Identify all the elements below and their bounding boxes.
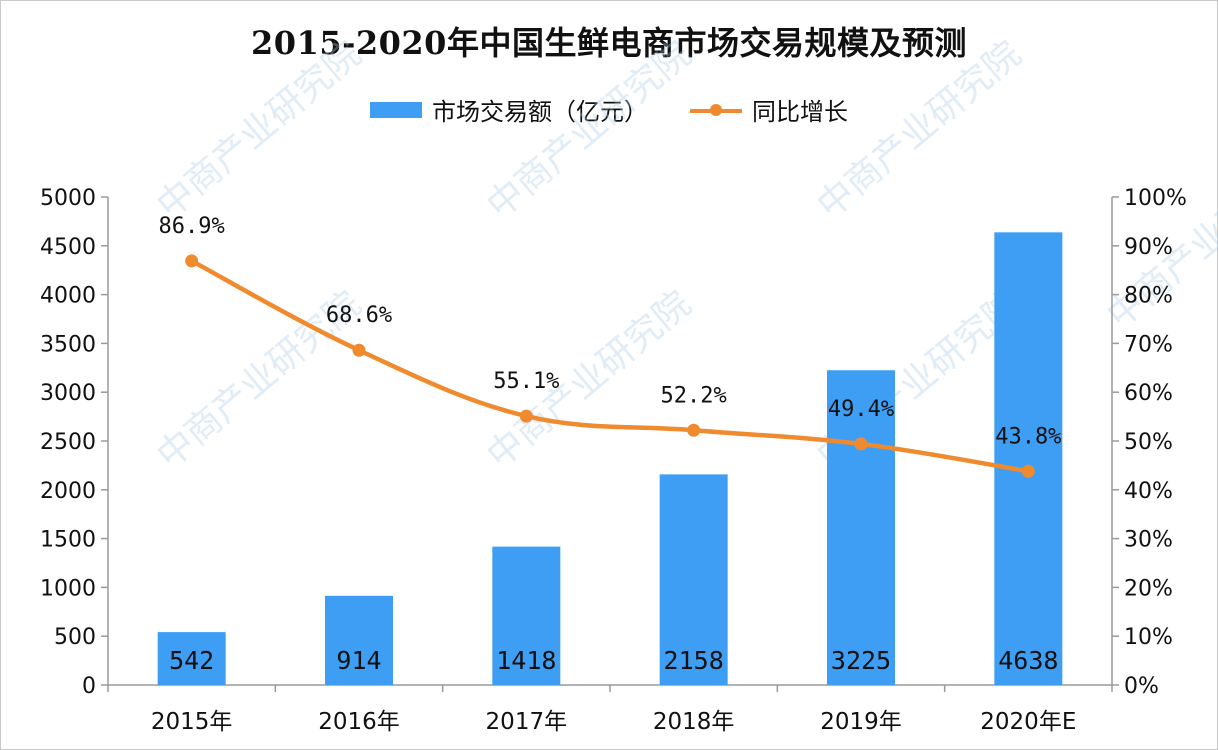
growth-value-label: 52.2% xyxy=(661,383,727,408)
growth-value-label: 68.6% xyxy=(326,303,392,328)
y-right-tick-label: 90% xyxy=(1124,235,1173,260)
legend-bar-label: 市场交易额（亿元） xyxy=(432,98,648,126)
y-left-tick-label: 2500 xyxy=(40,430,96,455)
watermark-text: 中商产业研究院 xyxy=(479,33,698,226)
growth-point xyxy=(352,343,366,357)
watermark-text: 中商产业研究院 xyxy=(809,33,1028,226)
bar-value-label: 4638 xyxy=(998,646,1058,675)
bar-value-label: 3225 xyxy=(831,646,891,675)
y-left-tick-label: 5000 xyxy=(40,186,96,211)
y-left-tick-label: 4500 xyxy=(40,235,96,260)
x-tick-label: 2015年 xyxy=(151,709,233,735)
growth-value-label: 43.8% xyxy=(995,424,1061,449)
y-right-tick-label: 20% xyxy=(1124,576,1173,601)
y-right-tick-label: 30% xyxy=(1124,528,1173,553)
growth-line xyxy=(189,258,1031,474)
y-left-tick-label: 3000 xyxy=(40,381,96,406)
growth-point xyxy=(687,423,701,437)
growth-point xyxy=(185,254,199,268)
x-tick-label: 2016年 xyxy=(318,709,400,735)
bar xyxy=(827,370,895,685)
x-tick-label: 2017年 xyxy=(486,709,568,735)
bar-value-label: 1418 xyxy=(496,646,556,675)
x-tick-label: 2018年 xyxy=(653,709,735,735)
x-tick-label: 2020年E xyxy=(980,709,1076,735)
bar xyxy=(659,474,728,685)
legend-item-line: 同比增长 xyxy=(690,92,848,127)
legend-line-label: 同比增长 xyxy=(752,98,848,126)
growth-value-label: 55.1% xyxy=(493,369,559,394)
bar-value-label: 542 xyxy=(169,646,214,675)
y-left-tick-label: 1500 xyxy=(40,528,96,553)
y-right-tick-label: 100% xyxy=(1124,186,1187,211)
y-right-tick-label: 50% xyxy=(1124,430,1173,455)
y-left-tick-label: 1000 xyxy=(40,576,96,601)
y-left-tick-label: 0 xyxy=(82,674,96,699)
chart-title: 2015-2020年中国生鲜电商市场交易规模及预测 xyxy=(251,24,967,62)
bar xyxy=(325,595,393,685)
x-tick-label: 2019年 xyxy=(820,709,902,735)
y-right-tick-label: 0% xyxy=(1124,674,1159,699)
growth-value-label: 86.9% xyxy=(159,214,225,239)
y-right-tick-label: 60% xyxy=(1124,381,1173,406)
y-left-tick-label: 2000 xyxy=(40,479,96,504)
growth-point xyxy=(854,437,868,451)
bar-value-label: 914 xyxy=(336,646,381,675)
chart-legend: 市场交易额（亿元） 同比增长 xyxy=(0,92,1218,127)
y-left-tick-label: 3500 xyxy=(40,332,96,357)
bar-value-label: 2158 xyxy=(664,646,724,675)
legend-item-bar: 市场交易额（亿元） xyxy=(370,92,648,127)
legend-bar-swatch xyxy=(370,101,422,118)
legend-line-swatch xyxy=(690,102,742,118)
y-right-tick-label: 70% xyxy=(1124,332,1173,357)
y-right-tick-label: 40% xyxy=(1124,479,1173,504)
bar xyxy=(994,232,1063,685)
growth-value-label: 49.4% xyxy=(828,397,894,422)
y-left-tick-label: 4000 xyxy=(40,284,96,309)
growth-point xyxy=(1021,464,1035,478)
growth-point xyxy=(519,409,533,423)
y-right-tick-label: 80% xyxy=(1124,284,1173,309)
watermark-text: 中商产业研究院 xyxy=(149,33,368,226)
bar xyxy=(157,632,226,685)
y-left-tick-label: 500 xyxy=(54,625,96,650)
y-right-tick-label: 10% xyxy=(1124,625,1173,650)
bar xyxy=(492,546,561,685)
